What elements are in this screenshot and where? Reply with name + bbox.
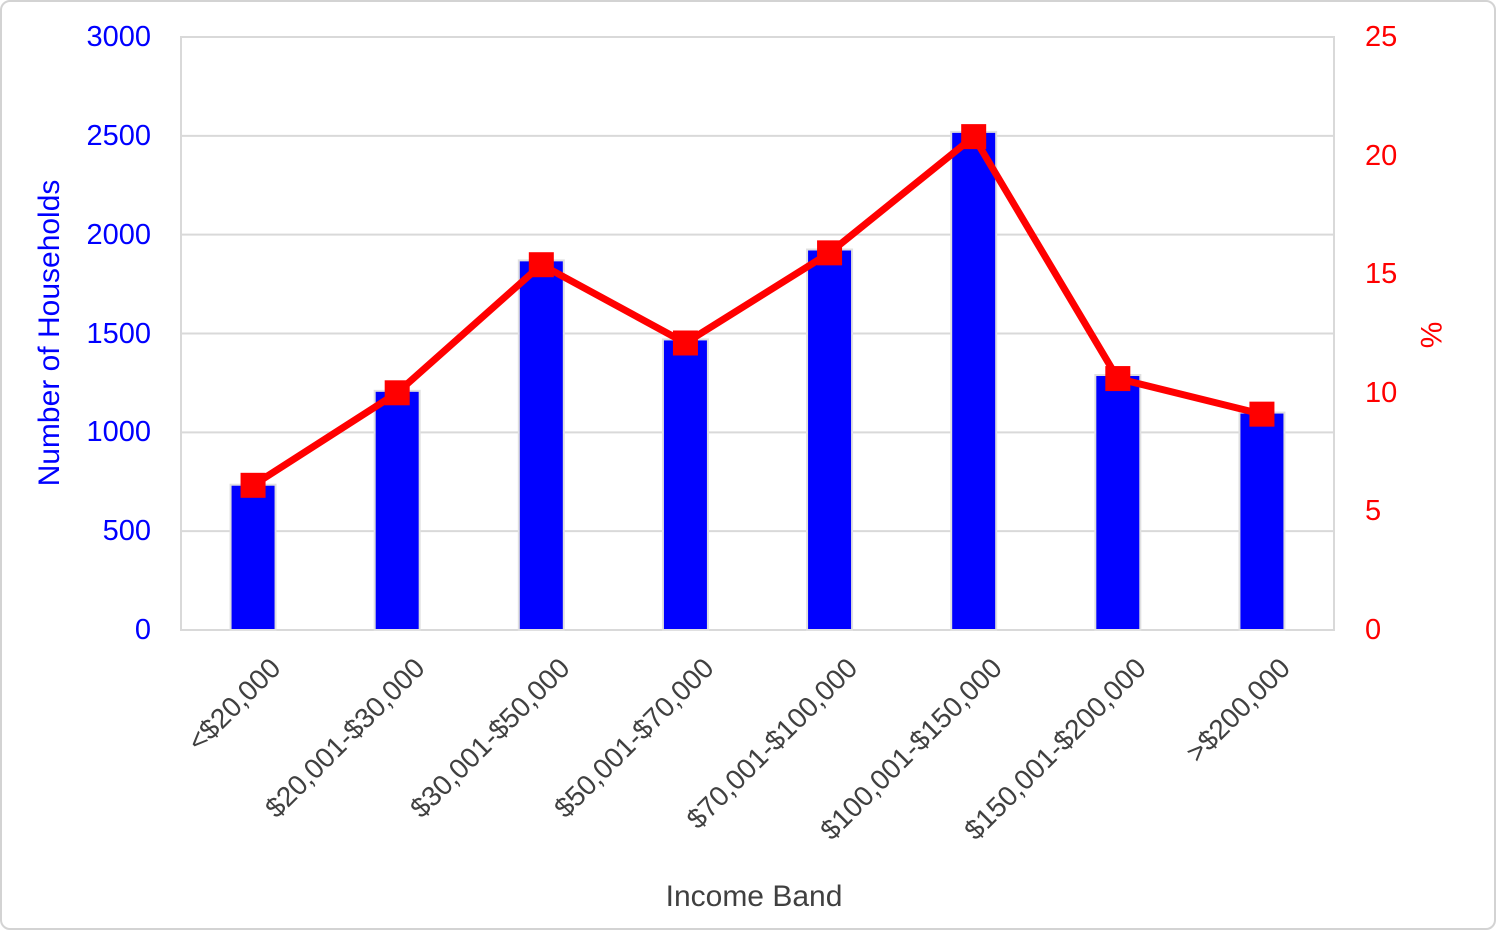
line-marker-3[interactable] — [672, 330, 698, 356]
y-axis-right-tick: 20 — [1365, 139, 1398, 172]
y-axis-right-tick: 5 — [1365, 495, 1382, 528]
y-axis-right-tick: 15 — [1365, 258, 1398, 291]
y-axis-right-tick: 10 — [1365, 376, 1398, 409]
y-axis-left-tick: 2000 — [86, 218, 151, 251]
y-axis-right-tick: 0 — [1365, 614, 1382, 646]
y-axis-left-tick: 500 — [102, 515, 151, 548]
line-marker-2[interactable] — [528, 252, 554, 278]
line-marker-7[interactable] — [1249, 401, 1275, 427]
line-marker-0[interactable] — [240, 472, 266, 498]
y-axis-left-tick: 0 — [134, 614, 151, 646]
bar-5[interactable] — [950, 130, 998, 631]
line-marker-1[interactable] — [384, 380, 410, 406]
y-axis-left-tick: 3000 — [86, 21, 151, 53]
y-axis-right-title: % — [1414, 321, 1447, 349]
line-marker-4[interactable] — [817, 240, 843, 266]
y-axis-right-tick: 25 — [1365, 21, 1398, 53]
bar-2[interactable] — [517, 259, 565, 631]
y-axis-left-tick: 2500 — [86, 119, 151, 152]
bar-4[interactable] — [806, 248, 854, 631]
line-series[interactable] — [249, 133, 1266, 489]
bar-6[interactable] — [1094, 374, 1142, 632]
y-axis-left-tick: 1000 — [86, 416, 151, 449]
line-marker-5[interactable] — [961, 124, 987, 150]
x-axis-title: Income Band — [665, 880, 843, 913]
bar-3[interactable] — [661, 338, 709, 631]
y-axis-left-tick: 1500 — [86, 317, 151, 350]
bar-0[interactable] — [229, 483, 277, 631]
plot-border — [180, 36, 1335, 631]
bar-7[interactable] — [1238, 411, 1286, 632]
bar-1[interactable] — [373, 389, 421, 631]
line-marker-6[interactable] — [1105, 366, 1131, 392]
